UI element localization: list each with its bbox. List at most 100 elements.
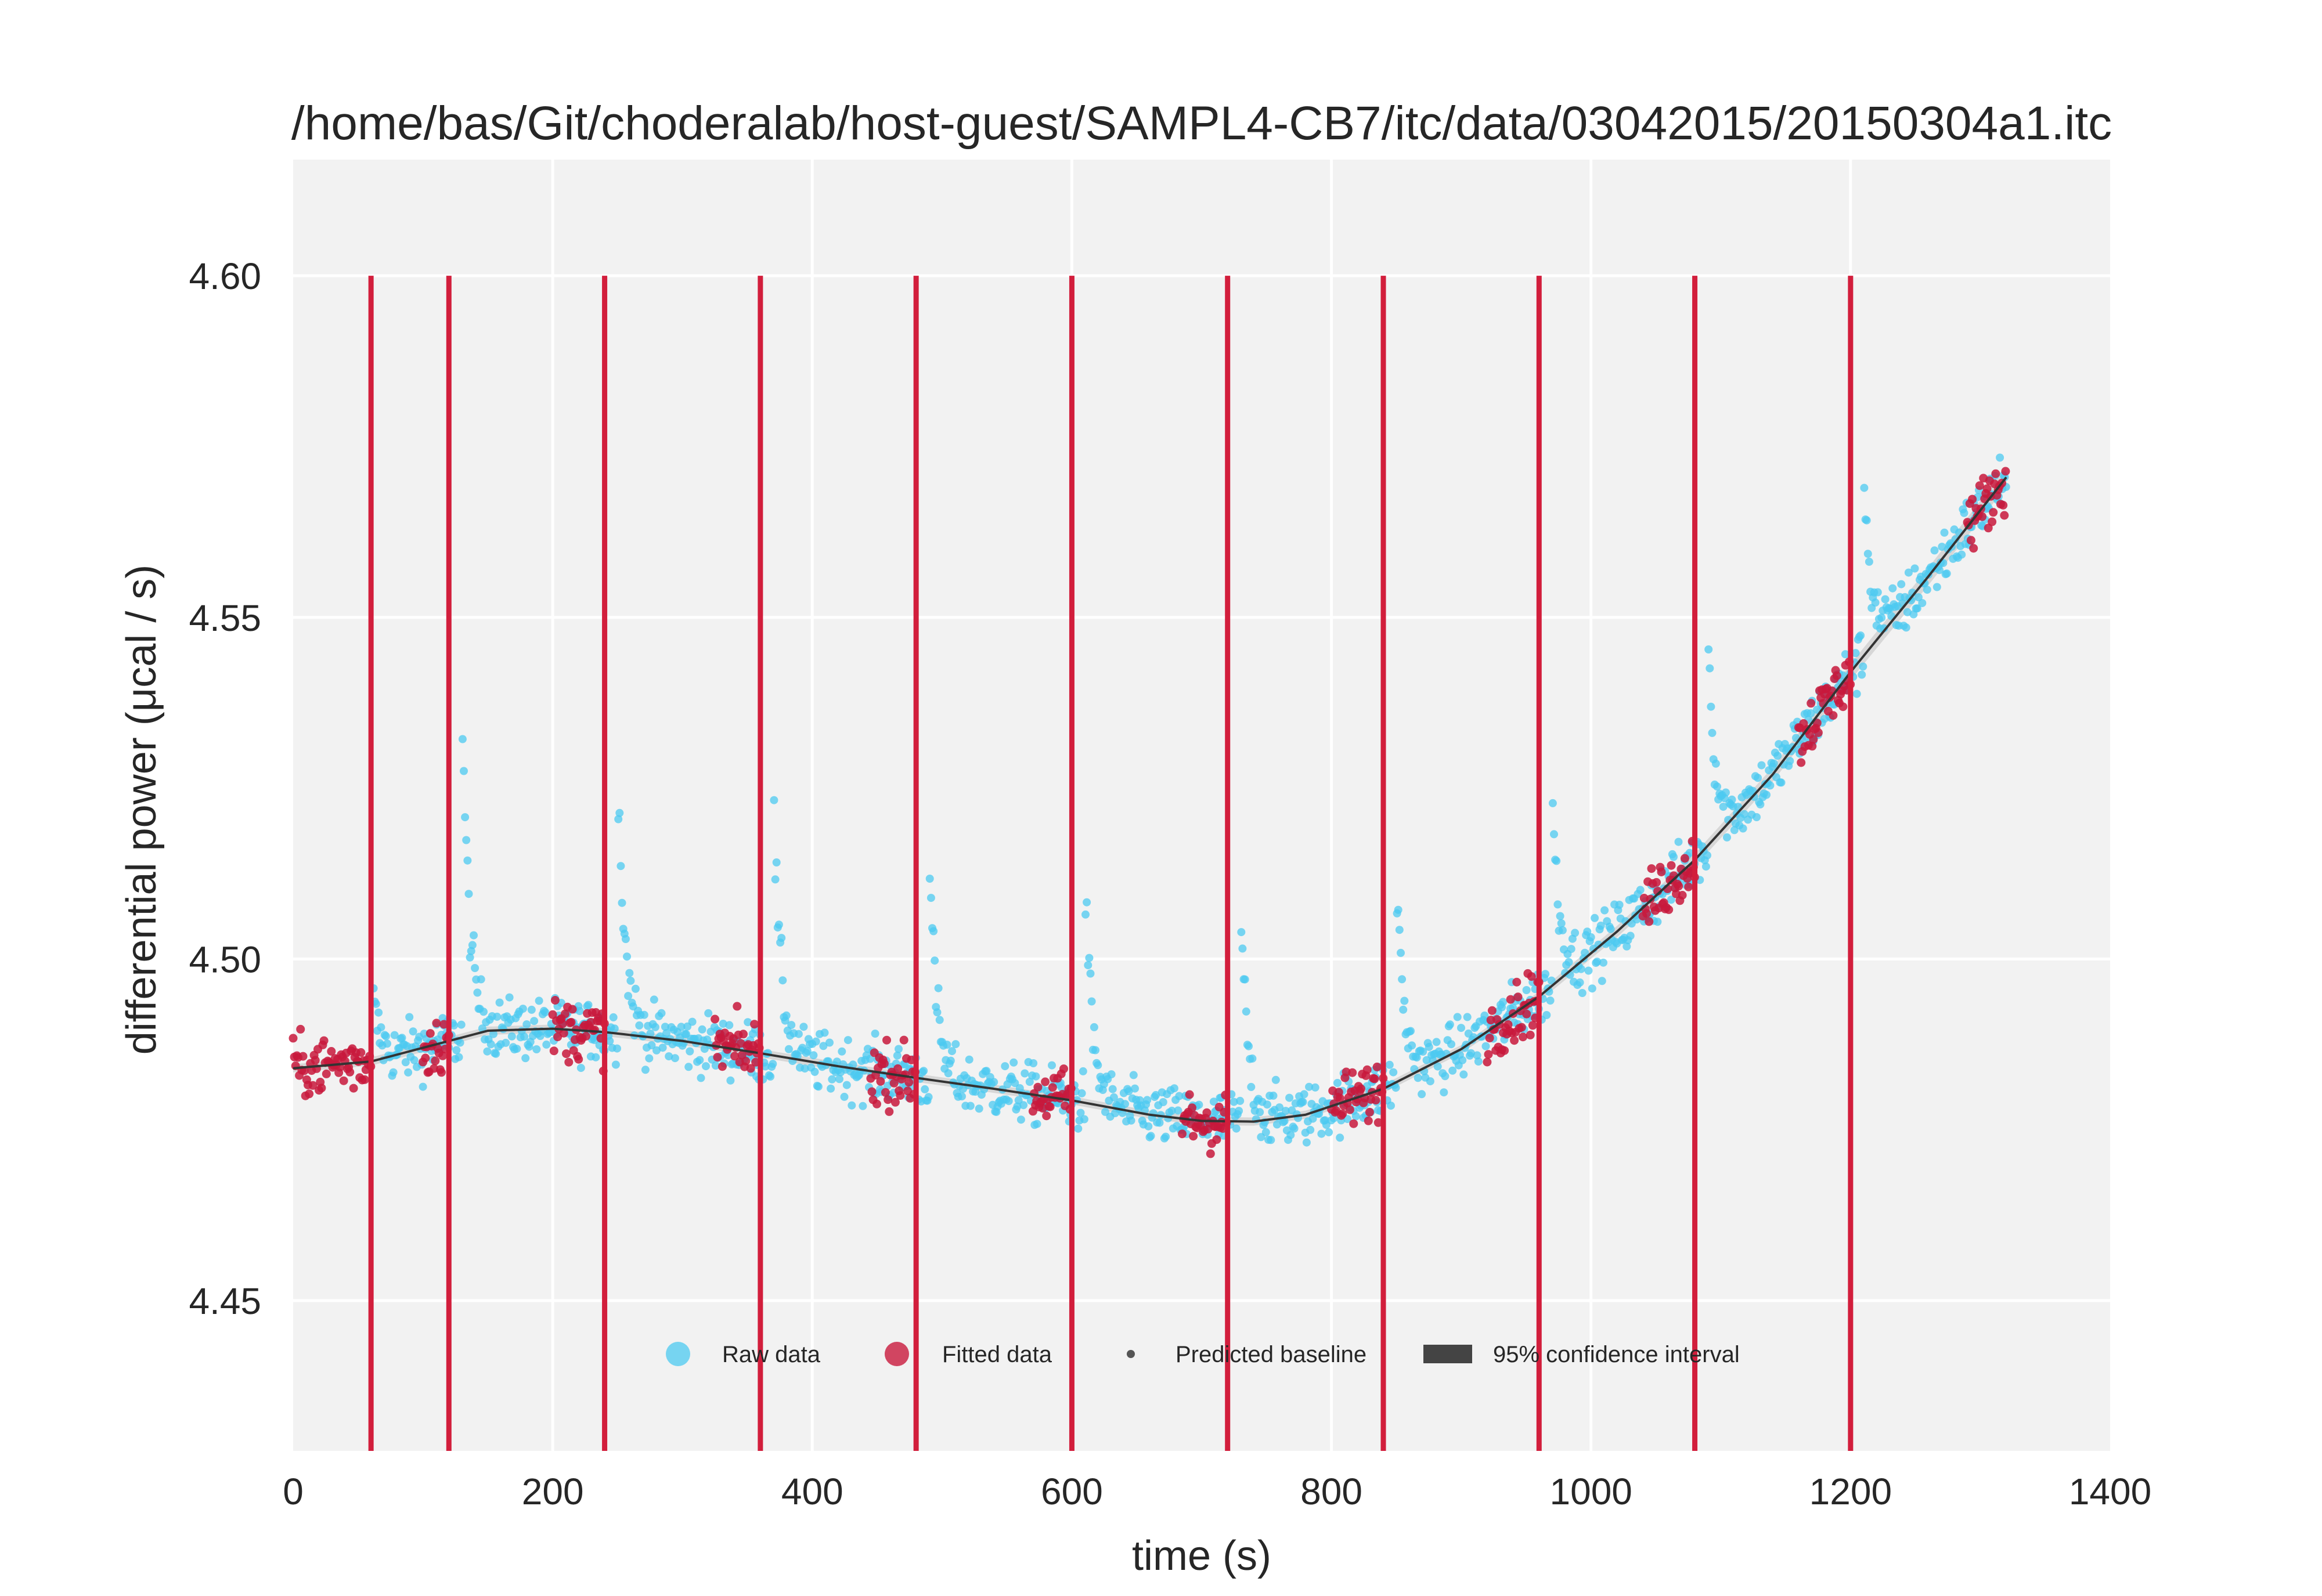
fitted-data-point (1978, 512, 1987, 521)
fitted-data-point (904, 1078, 914, 1087)
raw-data-point (931, 956, 939, 965)
raw-data-point (1463, 1013, 1472, 1021)
raw-data-point (1351, 1112, 1360, 1121)
raw-data-point (1131, 1084, 1139, 1093)
raw-data-point (640, 1010, 648, 1019)
raw-data-point (1425, 1042, 1433, 1051)
raw-data-point (1094, 1061, 1102, 1070)
raw-data-point (1290, 1124, 1299, 1133)
raw-data-point (1269, 1091, 1278, 1100)
fitted-data-point (1667, 861, 1676, 870)
baseline-curve (293, 476, 2007, 1123)
raw-data-point (893, 1051, 902, 1060)
fitted-data-point (750, 1020, 759, 1029)
raw-data-point (1711, 759, 1720, 768)
raw-data-point (1013, 1102, 1022, 1111)
raw-data-point (1300, 1090, 1308, 1099)
raw-data-point (761, 1062, 770, 1071)
raw-data-point (1400, 996, 1409, 1005)
raw-data-point (1387, 1102, 1395, 1110)
raw-data-point (1261, 1128, 1270, 1136)
raw-data-point (1385, 1060, 1394, 1069)
fitted-data-point (1487, 1006, 1497, 1015)
raw-data-point (677, 1023, 686, 1031)
fitted-data-point (1975, 481, 1984, 490)
fitted-data-point (1033, 1082, 1043, 1092)
raw-data-point (1174, 1106, 1182, 1115)
raw-data-point (704, 1009, 713, 1017)
raw-data-point (975, 1104, 983, 1113)
raw-data-point (1175, 1092, 1184, 1100)
raw-data-point (1856, 631, 1865, 640)
fitted-data-point (1517, 1023, 1526, 1032)
raw-data-point (615, 808, 624, 817)
raw-data-point (616, 862, 625, 871)
fitted-data-point (431, 1056, 440, 1066)
fitted-data-point (311, 1056, 320, 1065)
raw-data-point (530, 1017, 539, 1026)
raw-data-point (840, 1092, 849, 1101)
fitted-data-point (558, 1019, 567, 1028)
raw-data-point (1286, 1131, 1295, 1139)
fitted-data-point (867, 1087, 877, 1096)
raw-data-point (1636, 886, 1645, 894)
raw-data-point (658, 1043, 667, 1052)
raw-data-point (926, 894, 935, 902)
raw-data-point (662, 1029, 670, 1038)
fitted-data-point (882, 1035, 891, 1045)
raw-data-point (631, 984, 640, 993)
raw-data-point (859, 1102, 867, 1110)
raw-data-point (1004, 1097, 1013, 1106)
raw-data-point (1108, 1085, 1117, 1093)
raw-data-point (584, 1001, 593, 1009)
fitted-data-point (1510, 1036, 1519, 1045)
raw-data-point (1753, 813, 1761, 821)
raw-data-point (635, 1021, 644, 1030)
raw-data-point (1897, 580, 1906, 588)
raw-data-point (771, 875, 780, 884)
raw-data-point (452, 1046, 461, 1055)
fitted-data-point (739, 1030, 748, 1039)
raw-data-point (1615, 901, 1624, 909)
raw-data-point (1305, 1082, 1314, 1091)
raw-data-point (1707, 702, 1715, 711)
raw-data-point (1432, 1038, 1441, 1046)
raw-data-point (542, 1040, 551, 1049)
raw-data-point (1547, 976, 1556, 985)
fitted-data-point (899, 1035, 908, 1045)
raw-data-point (404, 1068, 413, 1077)
fitted-data-point (1829, 711, 1838, 720)
raw-data-point (624, 992, 633, 1001)
raw-data-point (1302, 1138, 1311, 1147)
legend-baseline-label: Predicted baseline (1176, 1342, 1366, 1367)
fitted-data-point (1206, 1149, 1215, 1158)
raw-data-point (419, 1082, 427, 1091)
raw-data-point (461, 813, 470, 822)
raw-data-point (507, 1032, 516, 1041)
fitted-data-point (893, 1064, 903, 1073)
fitted-data-point (1045, 1102, 1055, 1111)
raw-data-point (946, 1056, 955, 1065)
raw-data-point (1467, 1049, 1475, 1057)
raw-data-point (772, 858, 781, 866)
raw-data-point (1851, 649, 1860, 658)
raw-data-point (455, 1053, 463, 1061)
raw-data-point (1412, 1053, 1421, 1062)
raw-data-point (702, 1062, 710, 1071)
raw-data-point (1109, 1093, 1118, 1102)
raw-data-point (1762, 790, 1771, 799)
raw-data-point (1713, 782, 1721, 791)
raw-data-point (1670, 853, 1678, 861)
raw-data-point (1445, 1020, 1454, 1029)
fitted-data-point (1674, 882, 1683, 891)
raw-data-point (1016, 1115, 1025, 1124)
raw-data-point (1923, 586, 1931, 594)
raw-data-point (1397, 948, 1405, 957)
raw-data-point (1256, 1108, 1264, 1117)
raw-data-point (925, 875, 934, 883)
raw-data-point (520, 1032, 529, 1041)
raw-data-point (744, 1018, 752, 1027)
raw-data-point (1599, 958, 1607, 967)
raw-data-point (464, 890, 473, 898)
x-tick-label: 600 (1041, 1471, 1103, 1512)
